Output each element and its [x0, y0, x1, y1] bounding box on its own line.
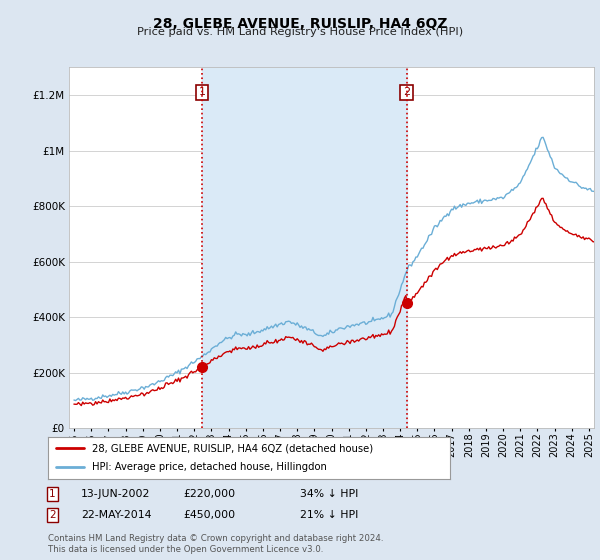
Text: 21% ↓ HPI: 21% ↓ HPI: [300, 510, 358, 520]
Text: £220,000: £220,000: [183, 489, 235, 499]
Text: 1: 1: [199, 87, 205, 97]
Bar: [202, 67, 407, 428]
Text: Contains HM Land Registry data © Crown copyright and database right 2024.
This d: Contains HM Land Registry data © Crown c…: [48, 534, 383, 554]
Text: HPI: Average price, detached house, Hillingdon: HPI: Average price, detached house, Hill…: [92, 463, 327, 473]
Text: 13-JUN-2002: 13-JUN-2002: [81, 489, 151, 499]
Text: 1: 1: [49, 489, 56, 499]
Text: 28, GLEBE AVENUE, RUISLIP, HA4 6QZ: 28, GLEBE AVENUE, RUISLIP, HA4 6QZ: [153, 17, 447, 31]
Text: Price paid vs. HM Land Registry's House Price Index (HPI): Price paid vs. HM Land Registry's House …: [137, 27, 463, 37]
Text: 2: 2: [403, 87, 410, 97]
Text: 28, GLEBE AVENUE, RUISLIP, HA4 6QZ (detached house): 28, GLEBE AVENUE, RUISLIP, HA4 6QZ (deta…: [92, 443, 373, 453]
Text: £450,000: £450,000: [183, 510, 235, 520]
Text: 34% ↓ HPI: 34% ↓ HPI: [300, 489, 358, 499]
Text: 2: 2: [49, 510, 56, 520]
Text: 22-MAY-2014: 22-MAY-2014: [81, 510, 151, 520]
